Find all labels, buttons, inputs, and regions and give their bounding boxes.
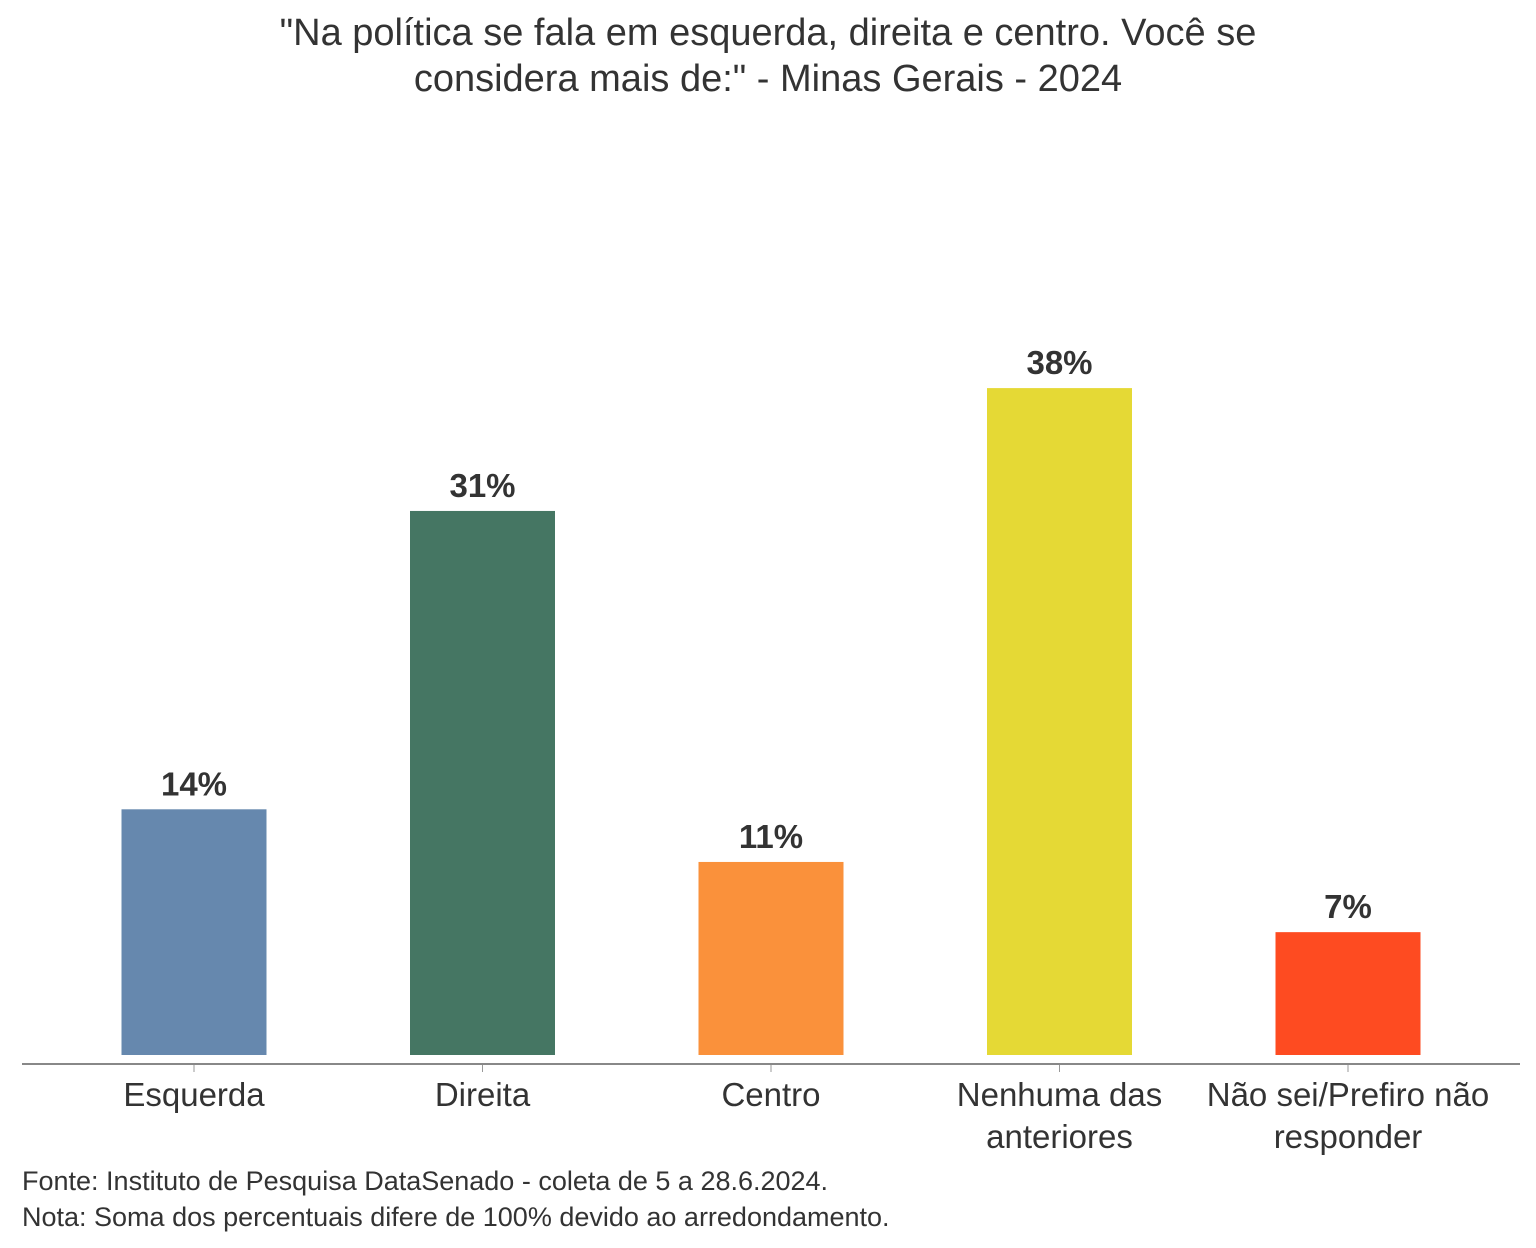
bar-4 (1275, 932, 1421, 1055)
x-tick-labels-group: Esquerda Direita Centro Nenhuma das anterior… (123, 1076, 1489, 1155)
data-label-4: 7% (1324, 888, 1372, 925)
x-tick-label-1: Direita (435, 1076, 531, 1113)
x-tick-label-2: Centro (721, 1076, 820, 1113)
chart-title: "Na política se fala em esquerda, direit… (0, 10, 1536, 102)
bar-3 (987, 388, 1132, 1056)
data-label-3: 38% (1026, 344, 1092, 381)
bar-1 (410, 510, 555, 1055)
x-tick-label-0: Esquerda (123, 1076, 265, 1113)
bar-0 (121, 809, 267, 1055)
data-label-2: 11% (739, 818, 803, 855)
x-ticks-group (193, 1065, 1349, 1072)
x-tick-label-3: Nenhuma das (957, 1076, 1162, 1113)
footnote: Nota: Soma dos percentuais difere de 100… (22, 1202, 890, 1232)
bar-2 (698, 861, 844, 1055)
x-tick-label-3-line-2: anteriores (986, 1118, 1133, 1155)
source-note: Fonte: Instituto de Pesquisa DataSenado … (22, 1166, 829, 1196)
data-label-0: 14% (161, 765, 227, 802)
chart-title-line-1: "Na política se fala em esquerda, direit… (279, 12, 1257, 54)
bars-group (121, 388, 1421, 1056)
data-label-1: 31% (449, 467, 515, 504)
x-tick-label-4-line-2: responder (1274, 1118, 1423, 1155)
x-tick-label-4: Não sei/Prefiro não (1207, 1076, 1489, 1113)
data-labels-group: 14% 31% 11% 38% 7% (161, 344, 1372, 925)
chart-title-line-2: considera mais de:" - Minas Gerais - 202… (413, 58, 1123, 100)
